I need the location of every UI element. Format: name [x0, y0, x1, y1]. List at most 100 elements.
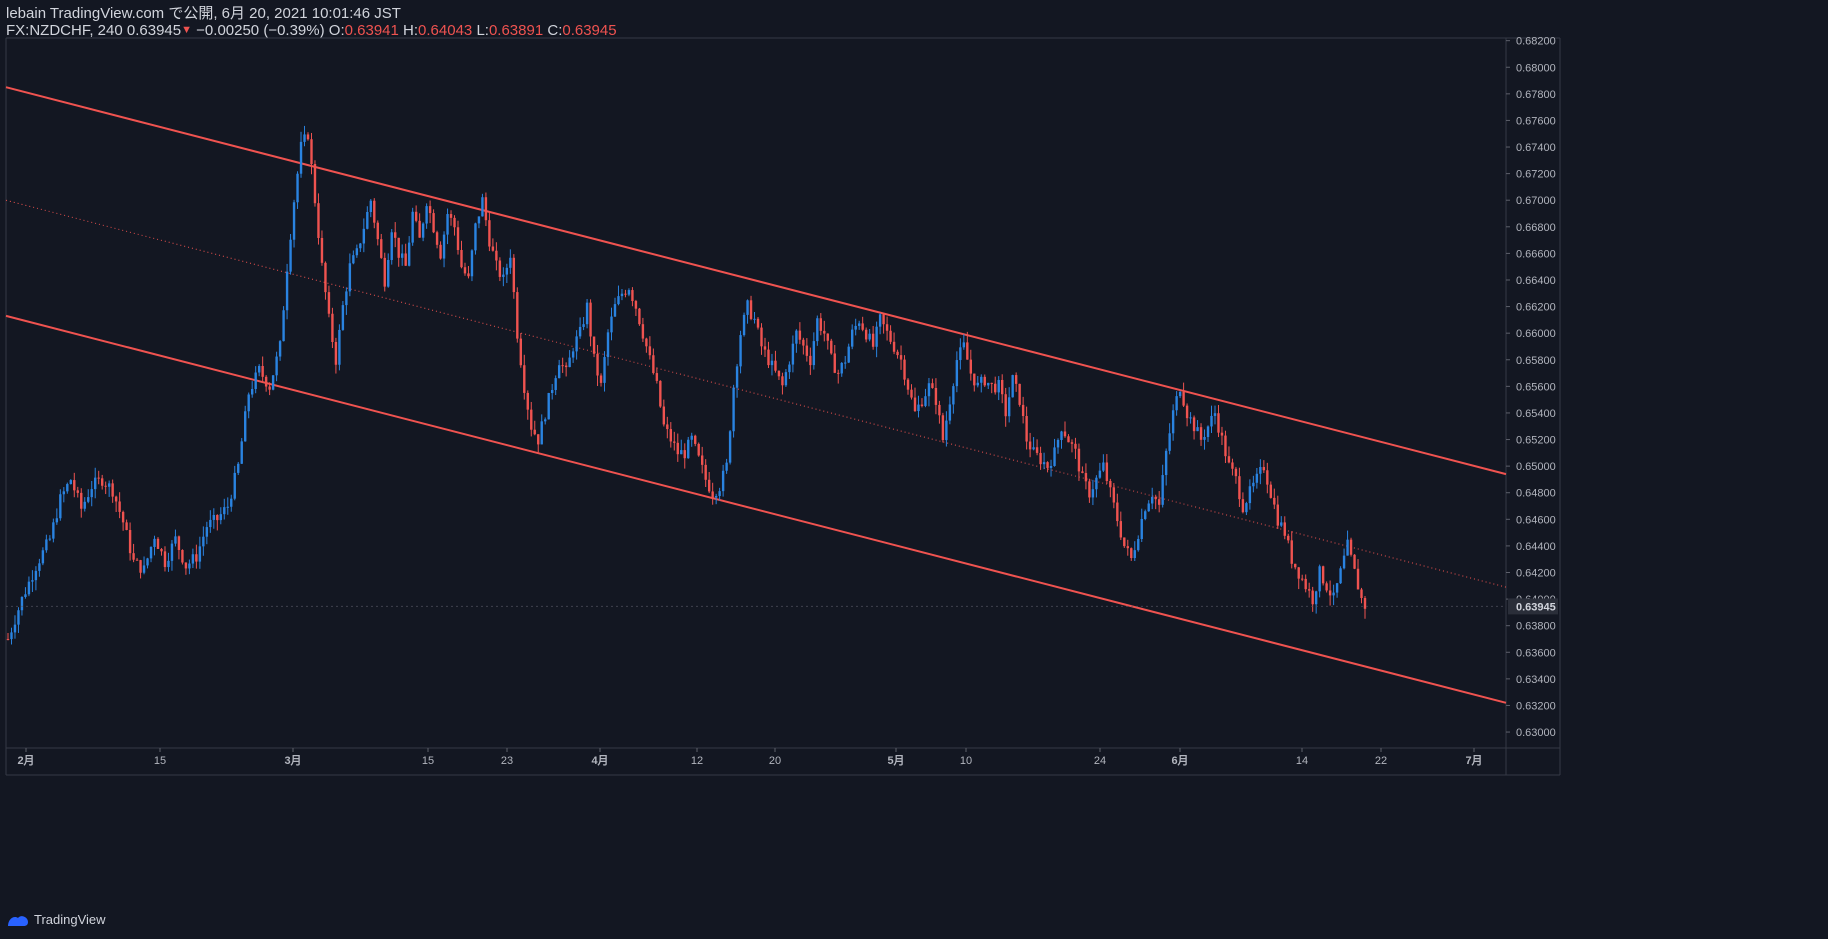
candle-body	[13, 624, 17, 633]
candle-body	[509, 257, 512, 268]
candle-body	[948, 404, 952, 421]
candle-body	[223, 507, 226, 515]
candle-body	[694, 435, 697, 444]
y-tick-label: 0.67000	[1516, 195, 1556, 207]
candle-body	[767, 349, 770, 366]
candle-body	[153, 538, 156, 547]
candle-body	[1004, 394, 1007, 417]
candle-body	[1259, 467, 1262, 474]
candle-body	[191, 554, 195, 564]
candle-body	[802, 339, 805, 346]
candle-body	[121, 511, 125, 523]
candle-body	[844, 362, 847, 364]
candle-body	[1321, 566, 1325, 584]
tradingview-brand[interactable]: TradingView	[6, 912, 106, 927]
candle-body	[216, 515, 219, 521]
candle-body	[617, 296, 620, 305]
candle-body	[781, 376, 784, 386]
candle-body	[83, 501, 86, 509]
candle-body	[52, 522, 55, 539]
candle-body	[268, 386, 271, 390]
candle-body	[1039, 452, 1042, 465]
candle-body	[1133, 550, 1136, 559]
candle-body	[55, 518, 59, 523]
x-tick-label: 3月	[284, 754, 301, 767]
candle-body	[613, 304, 617, 317]
candle-body	[833, 353, 836, 373]
candle-body	[648, 346, 652, 356]
candle-body	[631, 290, 634, 302]
candle-body	[1140, 519, 1143, 539]
candle-body	[254, 372, 257, 390]
candle-body	[1363, 598, 1367, 609]
candle-body	[17, 610, 20, 625]
candle-body	[1112, 487, 1116, 503]
candle-body	[620, 293, 624, 297]
candle-body	[1210, 415, 1213, 427]
candle-body	[896, 351, 899, 356]
candle-body	[359, 243, 362, 249]
candle-body	[1231, 462, 1234, 469]
candle-body	[592, 336, 596, 354]
candle-body	[467, 273, 470, 277]
candle-body	[1049, 465, 1053, 468]
candle-body	[728, 431, 732, 463]
candle-body	[1130, 548, 1133, 559]
candle-body	[537, 434, 540, 445]
candle-body	[1001, 379, 1004, 395]
candle-body	[645, 338, 648, 347]
y-tick-label: 0.67600	[1516, 115, 1556, 127]
candle-body	[142, 565, 146, 573]
candle-body	[1280, 522, 1283, 526]
candle-body	[1014, 375, 1018, 384]
candle-body	[816, 318, 819, 342]
candle-body	[861, 323, 864, 330]
candle-body	[917, 404, 920, 412]
candle-body	[1070, 442, 1074, 444]
candle-body	[1238, 476, 1241, 500]
candle-body	[1301, 578, 1304, 580]
candle-body	[1266, 470, 1269, 485]
candle-body	[345, 291, 348, 306]
candle-body	[788, 364, 791, 373]
x-tick-label: 20	[769, 755, 781, 767]
symbol-label[interactable]: FX:NZDCHF, 240	[6, 22, 123, 39]
candle-body	[809, 355, 812, 366]
candle-body	[1116, 502, 1119, 522]
candle-body	[125, 522, 128, 530]
candle-body	[578, 326, 582, 337]
candle-body	[885, 324, 889, 331]
candle-body	[1349, 539, 1353, 555]
candle-body	[924, 396, 927, 406]
candle-body	[700, 455, 704, 465]
candle-body	[952, 386, 955, 405]
candle-body	[282, 310, 285, 342]
candle-body	[1248, 486, 1252, 504]
candle-body	[857, 323, 861, 326]
candle-body	[1147, 503, 1150, 512]
candle-body	[1074, 443, 1077, 449]
candle-body	[1318, 566, 1321, 592]
x-tick-label: 2月	[17, 754, 34, 767]
candle-body	[735, 366, 739, 388]
candle-body	[753, 318, 756, 320]
candle-body	[676, 442, 679, 455]
candle-body	[362, 228, 366, 244]
candle-body	[226, 506, 229, 508]
y-tick-label: 0.65800	[1516, 355, 1556, 367]
candle-body	[983, 376, 986, 386]
candle-body	[394, 232, 397, 238]
candle-body	[1307, 589, 1311, 591]
candle-body	[446, 214, 449, 235]
candle-body	[41, 550, 45, 564]
candle-body	[1224, 435, 1227, 457]
candle-body	[1032, 447, 1035, 450]
candle-body	[830, 340, 833, 354]
x-tick-label: 4月	[591, 754, 608, 767]
candle-body	[376, 222, 379, 240]
candle-body	[432, 213, 435, 233]
candle-body	[373, 200, 376, 223]
candle-body	[1203, 436, 1206, 440]
candle-body	[934, 387, 938, 405]
